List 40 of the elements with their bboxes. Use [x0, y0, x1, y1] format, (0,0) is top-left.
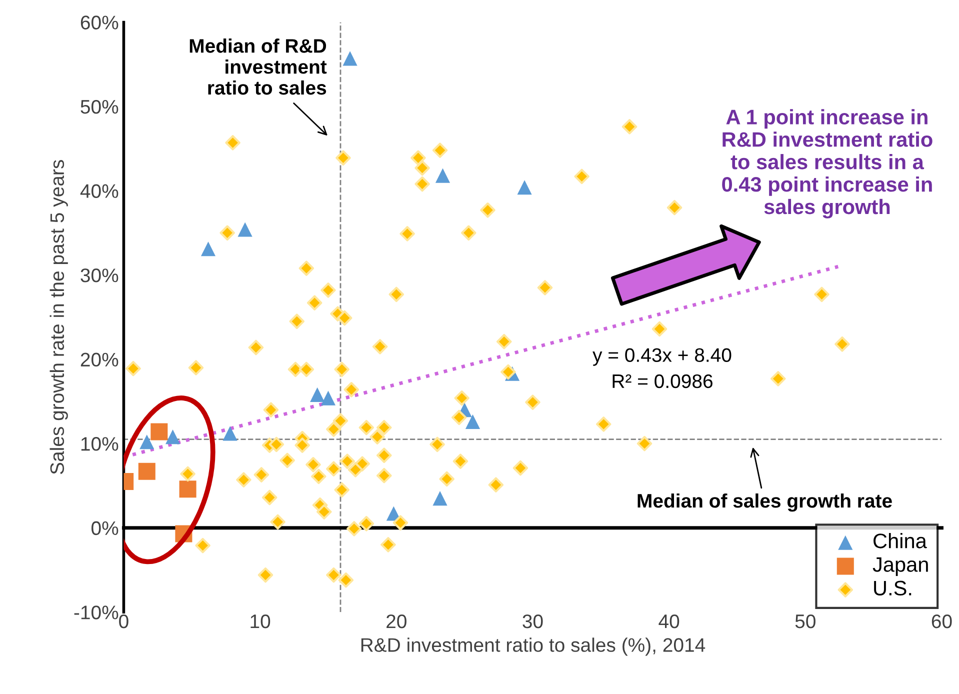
- point: [435, 168, 450, 183]
- ref-line-label: Median of sales growth rate: [638, 493, 892, 512]
- y-tick-label: 60%: [80, 16, 118, 30]
- x-axis-title: R&D investment ratio to sales (%), 2014: [361, 638, 706, 656]
- x-tick-label: 10: [250, 614, 270, 628]
- y-tick-label: 50%: [80, 100, 118, 114]
- x-tick-label: 60: [932, 614, 952, 628]
- x-tick-label: 0: [119, 614, 128, 628]
- annotation: y = 0.43x + 8.40: [592, 348, 732, 366]
- x-tick-label: 30: [522, 614, 543, 628]
- point: [310, 387, 325, 402]
- point: [166, 430, 180, 444]
- annotation: R² = 0.0986: [612, 374, 712, 388]
- y-tick-label: 0%: [92, 521, 118, 536]
- x-tick-label: 40: [658, 614, 680, 628]
- point: [238, 222, 252, 237]
- point: [222, 426, 238, 441]
- y-tick-label: 10%: [81, 437, 118, 451]
- point: [432, 491, 448, 506]
- x-tick-label: 50: [795, 614, 816, 628]
- point: [465, 414, 480, 429]
- annotation: A 1 point increase in R&D investment ratio to sales results in a 0.43 point increase in sales growth: [722, 109, 932, 218]
- point: [179, 480, 196, 498]
- y-tick-label: 40%: [80, 184, 118, 198]
- legend-label: China: [874, 533, 927, 548]
- y-tick-label: -10%: [74, 606, 118, 620]
- y-tick-label: 20%: [80, 352, 118, 367]
- point: [200, 242, 216, 256]
- x-tick-label: 20: [386, 614, 406, 628]
- legend-label: Japan: [872, 557, 928, 576]
- point: [320, 390, 336, 406]
- ref-line-label: Median of R&D investment ratio to sales: [190, 38, 327, 95]
- point: [342, 51, 358, 66]
- legend-label: U.S.: [874, 580, 912, 596]
- point: [517, 180, 532, 195]
- point: [150, 423, 168, 440]
- point: [140, 434, 154, 450]
- y-tick-label: 30%: [80, 268, 118, 282]
- y-axis-title: Sales growth rate in the past 5 years: [50, 160, 68, 474]
- point: [138, 462, 156, 480]
